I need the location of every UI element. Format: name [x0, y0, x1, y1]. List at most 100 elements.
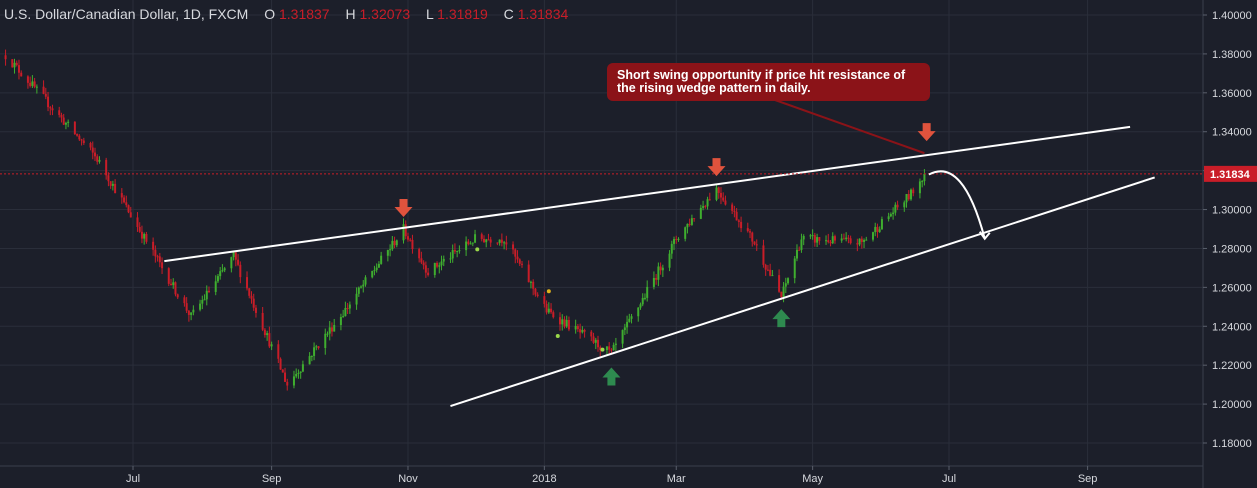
- candle-body: [328, 327, 331, 334]
- x-tick-label: Sep: [1078, 473, 1098, 485]
- candle-body: [637, 307, 640, 317]
- candle-body: [192, 309, 195, 313]
- candle-body: [199, 303, 202, 310]
- candle-body: [451, 250, 454, 259]
- candle-body: [878, 229, 881, 232]
- x-tick-label: Sep: [262, 473, 282, 485]
- candle-body: [64, 122, 67, 125]
- candle-body: [912, 189, 915, 194]
- candle-body: [646, 286, 649, 298]
- candle-body: [111, 183, 114, 186]
- candle-body: [469, 243, 472, 245]
- trendline-support[interactable]: [450, 176, 1155, 407]
- candle-body: [505, 242, 508, 245]
- candle-body: [346, 307, 349, 309]
- candle-body: [614, 343, 617, 345]
- x-axis[interactable]: Jul Sep Nov 2018 Mar May Jul Sep: [0, 465, 1203, 485]
- candle-body: [766, 269, 769, 271]
- candle-body: [158, 256, 161, 263]
- candle-body: [190, 312, 193, 315]
- candle-body: [299, 371, 302, 374]
- candle-body: [500, 239, 503, 243]
- candle-body: [31, 81, 34, 86]
- candle-body: [433, 262, 436, 276]
- candle-body: [731, 204, 734, 211]
- annotation-callout[interactable]: Short swing opportunity if price hit res…: [607, 63, 930, 101]
- candle-body: [120, 193, 123, 198]
- candle-body: [26, 76, 29, 83]
- candle-body: [73, 121, 76, 135]
- candle-body: [771, 275, 774, 277]
- candle-body: [708, 199, 711, 201]
- y-axis[interactable]: 1.18000 1.20000 1.22000 1.24000 1.26000 1.280…: [1202, 0, 1257, 488]
- candle-body: [263, 329, 266, 336]
- candle-body: [114, 183, 117, 194]
- candle-body: [252, 298, 255, 308]
- x-tick-label: Mar: [667, 473, 686, 485]
- candle-body: [527, 264, 530, 283]
- trendline-resistance[interactable]: [164, 125, 1131, 263]
- indicator-dot: [475, 247, 480, 252]
- candle-body: [78, 135, 81, 140]
- candle-body: [778, 275, 781, 292]
- candle-body: [326, 333, 329, 335]
- indicator-dot: [600, 347, 605, 352]
- candle-body: [129, 212, 132, 218]
- candle-body: [561, 319, 564, 325]
- candle-body: [474, 234, 477, 243]
- candle-body: [324, 333, 327, 349]
- candle-body: [174, 282, 177, 295]
- y-tick-label: 1.30000: [1212, 205, 1252, 217]
- candle-body: [375, 267, 378, 271]
- candle-body: [268, 333, 271, 347]
- candle-body: [737, 220, 740, 222]
- candle-body: [780, 291, 783, 297]
- candle-body: [107, 175, 110, 182]
- candle-body: [237, 259, 240, 265]
- y-tick-label: 1.36000: [1212, 88, 1252, 100]
- candle-body: [91, 147, 94, 153]
- candle-body: [297, 373, 300, 375]
- candle-body: [96, 156, 99, 162]
- candle-body: [690, 218, 693, 225]
- candle-body: [787, 278, 790, 284]
- candle-body: [905, 194, 908, 203]
- candle-body: [125, 202, 128, 206]
- candle-body: [308, 356, 311, 365]
- close-label: C: [503, 6, 514, 22]
- candle-body: [223, 268, 226, 271]
- candle-body: [362, 284, 365, 287]
- candle-body: [105, 159, 108, 176]
- trendlines[interactable]: [0, 99, 1203, 407]
- x-tick-label: Nov: [398, 473, 418, 485]
- candle-body: [156, 256, 159, 258]
- candle-body: [391, 240, 394, 250]
- high-label: H: [345, 6, 356, 22]
- candle-body: [550, 308, 553, 313]
- candle-body: [29, 82, 32, 86]
- y-tick-label: 1.34000: [1212, 127, 1252, 139]
- candle-body: [903, 202, 906, 208]
- candle-body: [769, 269, 772, 276]
- candle-body: [639, 304, 642, 308]
- candle-body: [348, 304, 351, 309]
- sell-arrow-icon: [394, 199, 413, 217]
- grid: [0, 0, 1203, 466]
- candle-body: [576, 326, 579, 330]
- last-price-label: 1.31834: [1210, 169, 1251, 181]
- candle-body: [514, 249, 517, 257]
- candle-body: [239, 264, 242, 278]
- candle-body: [581, 329, 584, 333]
- candle-body: [389, 249, 392, 251]
- candle-body: [51, 108, 54, 111]
- candle-body: [749, 231, 752, 233]
- candle-body: [845, 237, 848, 240]
- candle-body: [746, 228, 749, 232]
- candle-body: [471, 242, 474, 244]
- candle-body: [583, 329, 586, 332]
- candle-body: [409, 239, 412, 241]
- candle-body: [76, 134, 79, 136]
- candle-body: [574, 326, 577, 330]
- candle-body: [764, 264, 767, 270]
